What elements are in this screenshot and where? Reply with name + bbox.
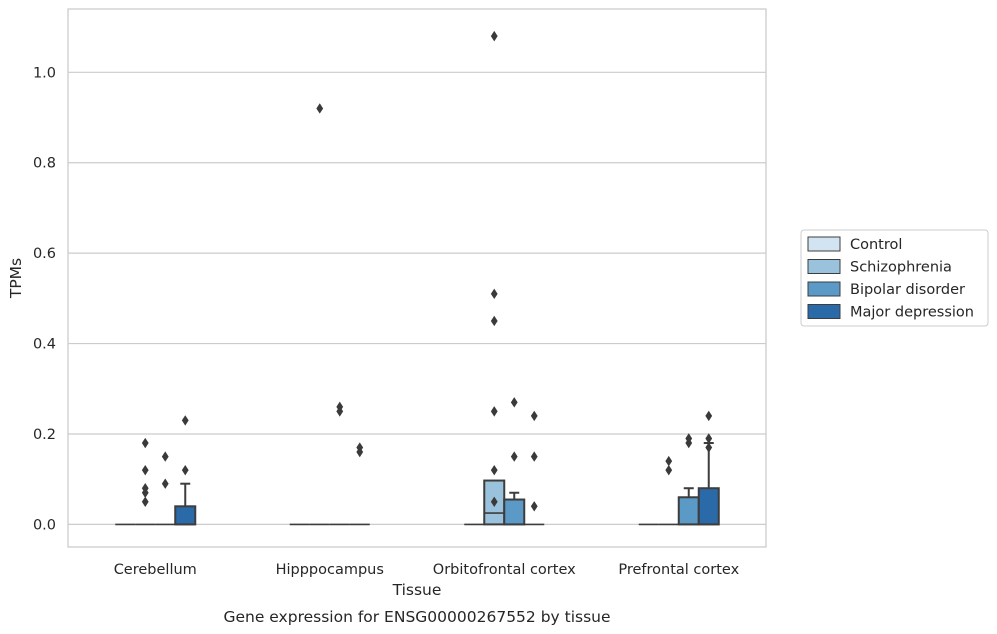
box-plot-box bbox=[697, 410, 720, 526]
outlier-point bbox=[161, 478, 169, 489]
box-iqr bbox=[174, 505, 197, 526]
legend-frame bbox=[800, 229, 989, 327]
outlier-point bbox=[490, 496, 498, 507]
y-tick-label: 0.6 bbox=[33, 246, 56, 262]
outlier-point bbox=[705, 442, 713, 453]
outlier-point bbox=[510, 451, 518, 462]
outlier-point bbox=[685, 433, 693, 444]
box-plot-box bbox=[309, 103, 330, 526]
box-plot-box bbox=[524, 410, 545, 526]
outlier-point bbox=[490, 315, 498, 327]
box-iqr bbox=[503, 498, 526, 526]
legend-label: Major depression bbox=[850, 305, 974, 321]
legend-swatch bbox=[807, 281, 841, 297]
box-iqr bbox=[697, 487, 720, 526]
box-iqr bbox=[677, 496, 700, 526]
outlier-point bbox=[490, 464, 498, 476]
y-axis-label: TPMs bbox=[7, 258, 25, 299]
chart-caption: Gene expression for ENSG00000267552 by t… bbox=[223, 608, 610, 626]
box-plot-box bbox=[677, 433, 700, 526]
box-plot-box bbox=[135, 437, 156, 526]
x-tick-labels: Cerebellum Hipppocampus Orbitofrontal cort… bbox=[114, 562, 740, 578]
box-series bbox=[115, 30, 720, 526]
outlier-point bbox=[530, 451, 538, 462]
outlier-point bbox=[490, 30, 498, 42]
outlier-point bbox=[356, 442, 364, 453]
outlier-point bbox=[181, 415, 189, 426]
outlier-point bbox=[141, 464, 149, 476]
outlier-point bbox=[705, 410, 713, 422]
x-axis-label: Tissue bbox=[392, 581, 442, 599]
x-tick-label: Prefrontal cortex bbox=[618, 562, 739, 578]
outlier-point bbox=[141, 437, 149, 449]
box-plot-box bbox=[349, 442, 370, 526]
outlier-point bbox=[490, 406, 498, 417]
y-tick-label: 0.0 bbox=[33, 517, 56, 533]
outlier-point bbox=[316, 103, 324, 114]
outlier-point bbox=[181, 464, 189, 476]
plot-background bbox=[68, 9, 766, 547]
legend-label: Control bbox=[850, 237, 902, 253]
outlier-point bbox=[490, 288, 498, 300]
x-tick-label: Hipppocampus bbox=[276, 562, 384, 578]
outlier-point bbox=[336, 401, 344, 413]
legend: Control Schizophrenia Bipolar disorder Majo… bbox=[800, 229, 989, 327]
outlier-point bbox=[510, 397, 518, 408]
x-tick-label: Cerebellum bbox=[114, 562, 197, 578]
plot-frame bbox=[67, 8, 767, 548]
legend-label: Bipolar disorder bbox=[850, 282, 965, 298]
outlier-point bbox=[161, 451, 169, 462]
outlier-point bbox=[665, 464, 673, 476]
box-plot-box bbox=[503, 397, 526, 526]
legend-swatch bbox=[807, 259, 841, 274]
outlier-point bbox=[530, 410, 538, 422]
x-tick-label: Orbitofrontal cortex bbox=[433, 562, 576, 578]
y-tick-label: 0.4 bbox=[33, 337, 56, 353]
y-tick-label: 0.2 bbox=[33, 427, 56, 443]
outlier-point bbox=[705, 433, 713, 444]
outlier-point bbox=[530, 501, 538, 512]
legend-swatch bbox=[807, 236, 841, 252]
box-plot-box bbox=[155, 451, 176, 526]
box-plot-box bbox=[174, 415, 197, 526]
y-tick-label: 0.8 bbox=[33, 156, 56, 172]
box-plot-box bbox=[658, 455, 679, 526]
y-tick-labels: 0.0 0.2 0.4 0.6 0.8 1.0 bbox=[33, 65, 56, 533]
outlier-point bbox=[141, 496, 149, 507]
legend-swatch bbox=[807, 304, 841, 319]
legend-label: Schizophrenia bbox=[850, 260, 952, 276]
outlier-point bbox=[141, 483, 149, 494]
outlier-point bbox=[665, 455, 673, 467]
box-plot-box bbox=[329, 401, 350, 526]
y-tick-label: 1.0 bbox=[33, 65, 56, 81]
